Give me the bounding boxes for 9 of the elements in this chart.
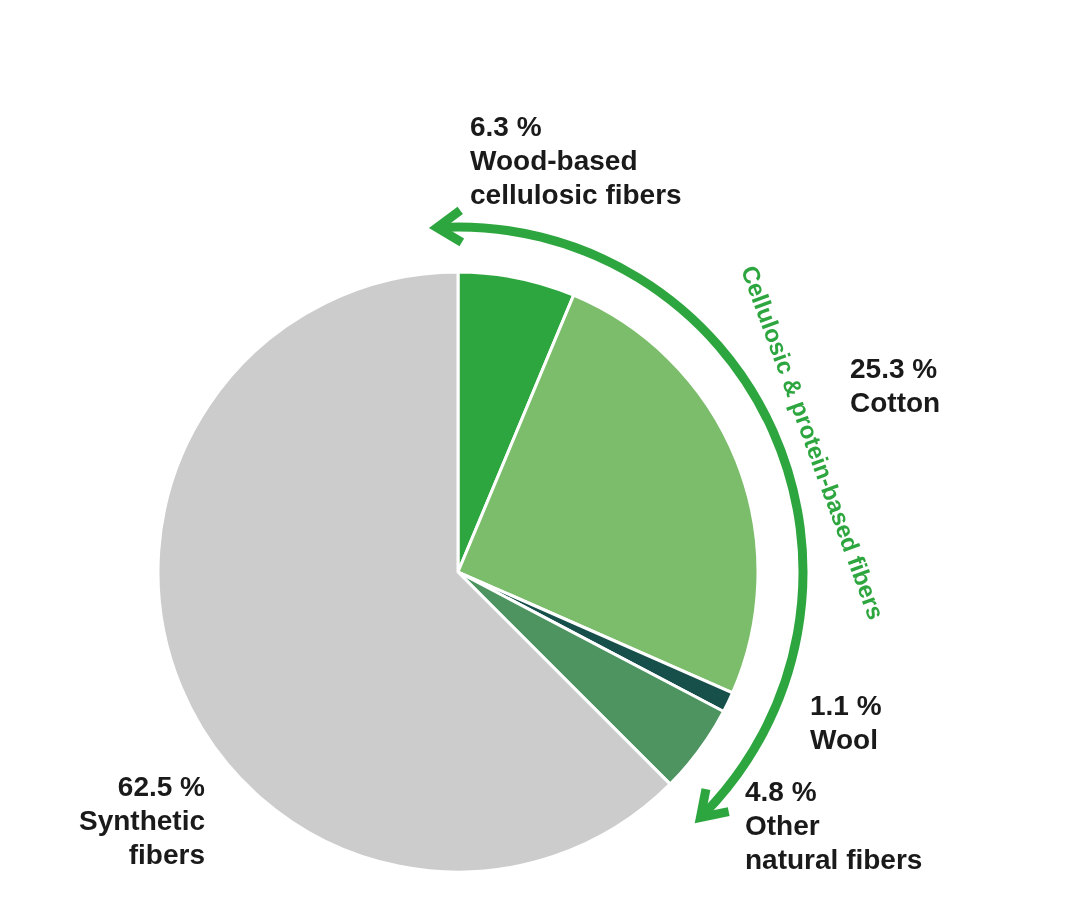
data-label: 4.8 % xyxy=(745,775,817,807)
data-label: 1.1 % xyxy=(810,689,882,721)
slice-label: Wool xyxy=(810,723,878,755)
slice-label: Wood-based cellulosic fibers xyxy=(470,144,682,210)
slice-label: Other natural fibers xyxy=(745,809,923,875)
slice-label: Synthetic fibers xyxy=(78,804,205,870)
data-label: 6.3 % xyxy=(470,110,542,142)
data-label: 25.3 % xyxy=(850,352,938,384)
data-label: 62.5 % xyxy=(117,770,206,802)
